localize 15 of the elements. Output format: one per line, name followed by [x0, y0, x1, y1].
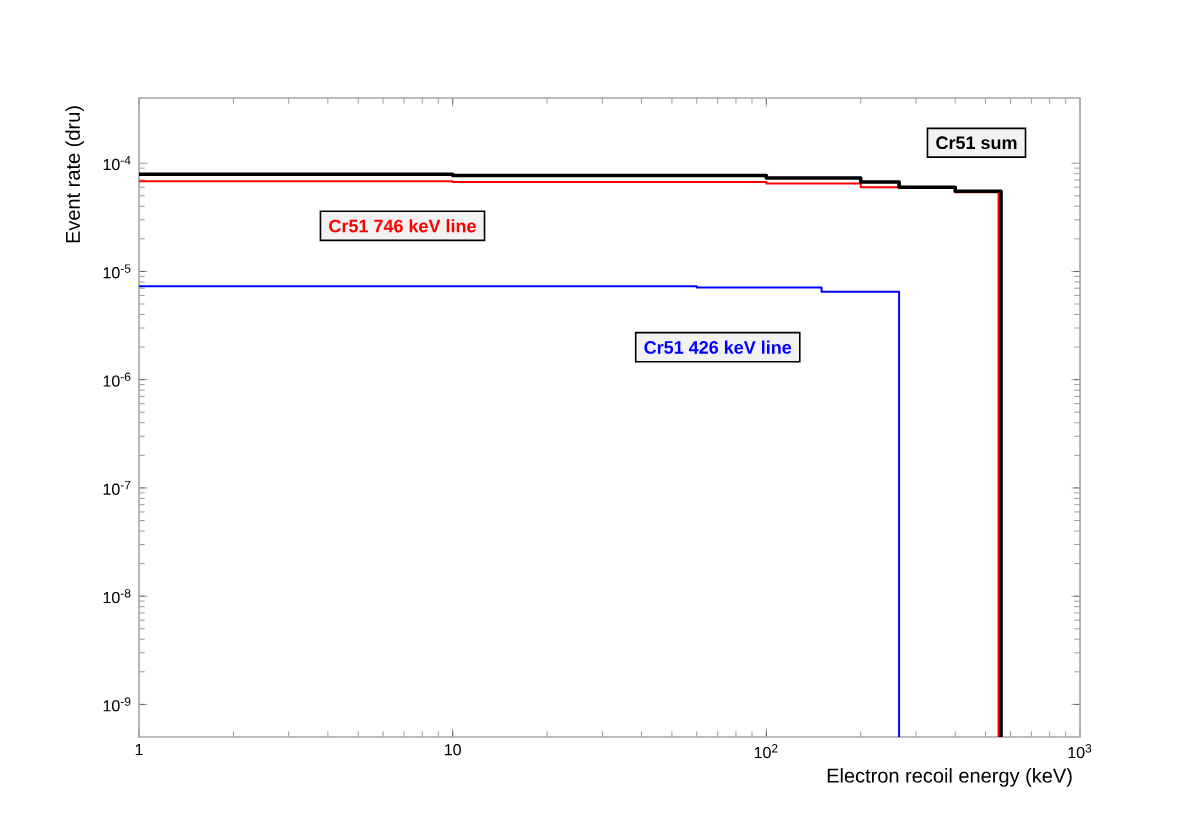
x-tick-label: 1	[135, 744, 143, 756]
y-tick-label: 10$^{-7}$	[103, 480, 131, 495]
y-axis-title: Event rate (dru)	[65, 106, 84, 243]
x-tick-label: 10$^{2}$	[754, 744, 778, 759]
y-tick-label: 10$^{-9}$	[103, 697, 131, 712]
y-tick-label: 10$^{-6}$	[103, 372, 131, 387]
x-axis-title: Electron recoil energy (keV)	[827, 768, 1072, 787]
x-tick-label: 10	[445, 744, 461, 756]
y-tick-label: 10$^{-5}$	[103, 264, 131, 279]
y-tick-label: 10$^{-8}$	[103, 589, 131, 604]
x-tick-label: 10$^{3}$	[1068, 744, 1092, 759]
text: Cr51 sum	[936, 136, 1017, 150]
text: Cr51 746 keV line	[329, 219, 476, 233]
text: Cr51 426 keV line	[644, 340, 792, 354]
y-tick-label: 10$^{-4}$	[103, 156, 131, 171]
